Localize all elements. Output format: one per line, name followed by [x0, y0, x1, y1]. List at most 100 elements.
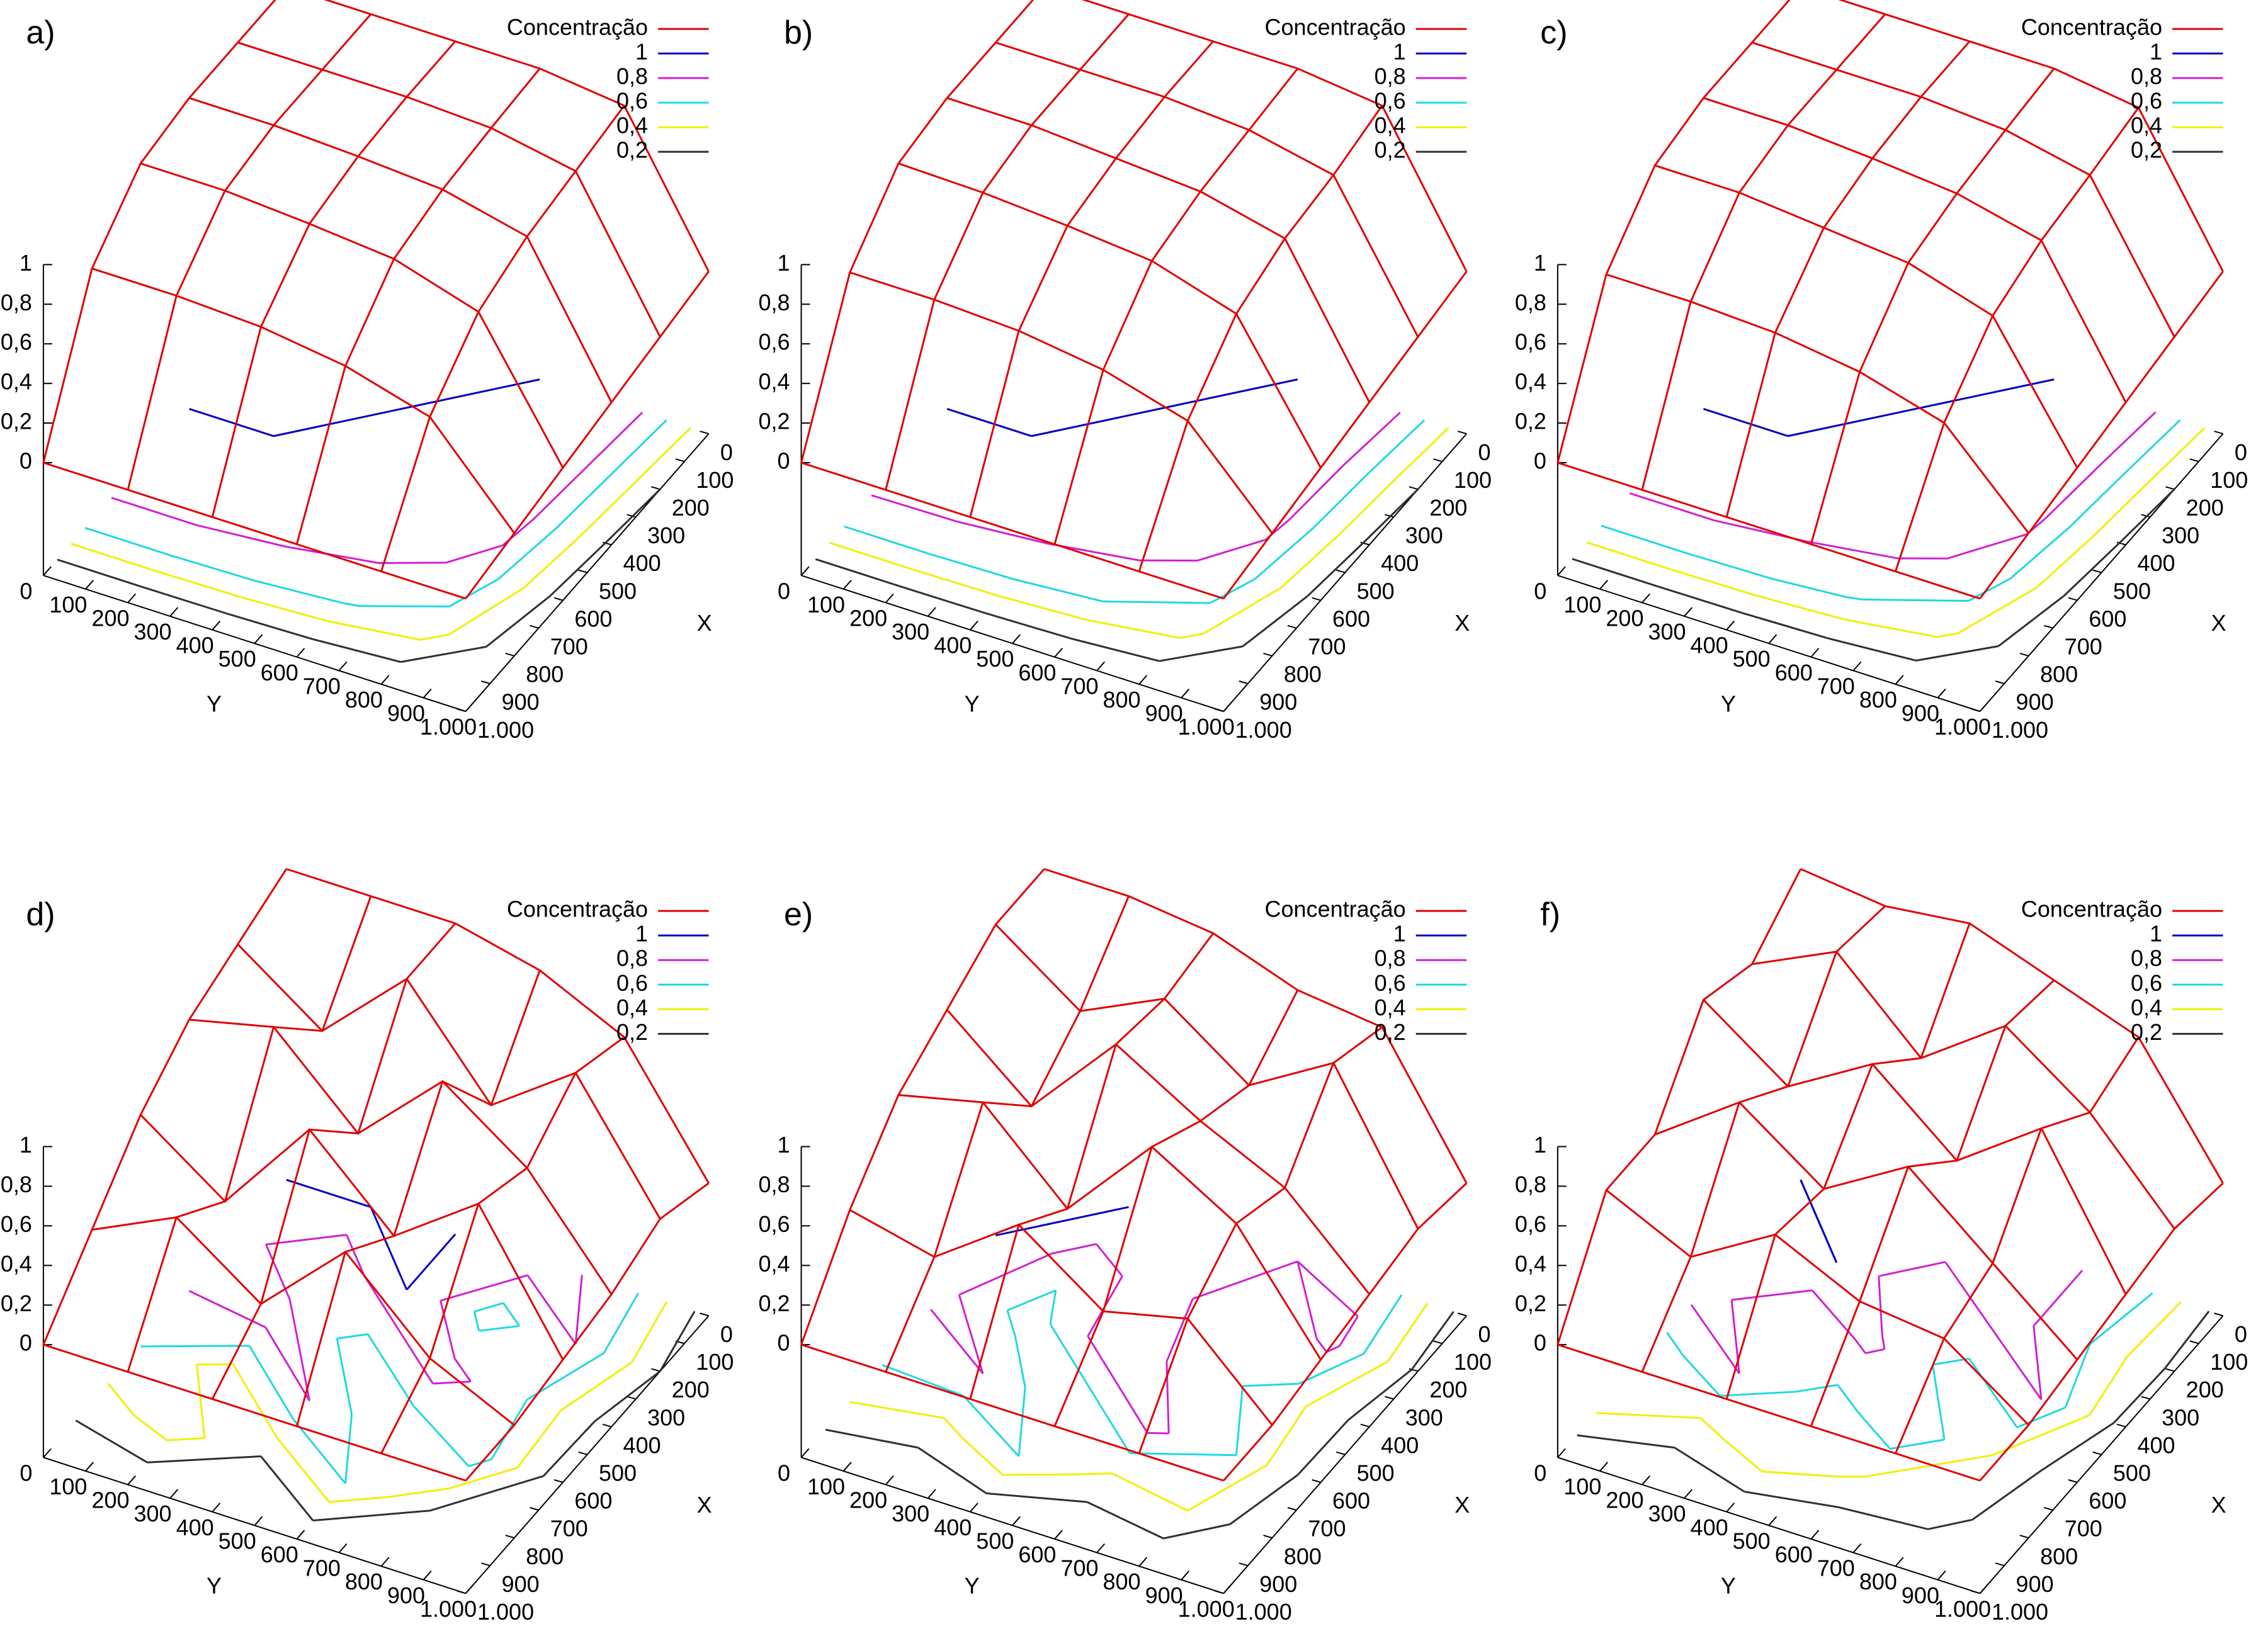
y-tick	[43, 1448, 52, 1458]
contour	[1315, 1338, 1328, 1353]
mesh-line	[324, 0, 710, 272]
contour	[587, 412, 644, 467]
x-tick	[2044, 1507, 2053, 1511]
y-tick	[1138, 675, 1148, 685]
mesh-line	[189, 1018, 613, 1295]
y-tick-label: 900	[387, 701, 425, 726]
y-tick	[1054, 648, 1063, 658]
x-tick	[675, 458, 685, 463]
x-tick	[1457, 1312, 1467, 1317]
mesh-line	[1810, 67, 2055, 544]
x-tick-label: 200	[672, 495, 710, 521]
y-tick	[885, 593, 894, 604]
panel-label: c)	[1540, 14, 1567, 51]
contour	[1984, 1380, 2018, 1428]
contour	[345, 1234, 366, 1277]
x-tick-label: 1.000	[1992, 1599, 2048, 1625]
contour	[71, 543, 156, 572]
contour	[169, 554, 256, 582]
contour	[386, 1311, 422, 1367]
x-tick	[1360, 1423, 1370, 1428]
contour	[2126, 1301, 2182, 1357]
contour	[1049, 1323, 1086, 1382]
y-axis-title: Y	[965, 1573, 980, 1599]
y-tick-label: 0	[778, 578, 790, 604]
contour	[141, 585, 227, 615]
y-tick	[885, 1475, 894, 1486]
y-axis	[43, 575, 466, 713]
x-tick	[2141, 514, 2150, 518]
y-tick	[1223, 702, 1232, 712]
mesh-line	[1223, 271, 1468, 599]
contour	[226, 612, 313, 640]
y-tick	[169, 607, 179, 617]
x-tick	[1239, 680, 1249, 684]
contour	[1164, 378, 1298, 409]
y-tick-label: 900	[387, 1582, 425, 1608]
y-tick-label: 300	[1648, 619, 1686, 645]
y-tick	[1138, 1557, 1148, 1567]
mesh-line	[465, 1182, 710, 1482]
contour	[930, 1309, 984, 1375]
mesh-line	[801, 461, 1224, 600]
y-tick-label: 0	[1534, 1460, 1546, 1486]
contour	[2089, 1292, 2153, 1345]
contour	[1812, 1289, 1856, 1341]
contour	[542, 1421, 596, 1477]
y-tick-label: 300	[134, 1501, 172, 1526]
x-tick	[2044, 624, 2053, 629]
contour	[344, 1414, 353, 1484]
x-tick	[2116, 1423, 2126, 1428]
contour	[1845, 595, 1862, 601]
contour	[943, 1417, 963, 1439]
x-tick-label: 700	[550, 633, 588, 659]
contour	[986, 1492, 1087, 1503]
y-tick	[970, 1503, 978, 1513]
contour	[1229, 1474, 1298, 1525]
mesh-line	[1752, 951, 2175, 1229]
contour	[849, 1401, 944, 1419]
y-tick	[927, 1489, 936, 1499]
contour	[1861, 598, 1969, 602]
contour	[1927, 1518, 1973, 1530]
mesh-line	[188, 97, 613, 403]
x-tick	[2068, 597, 2078, 601]
mesh-line	[237, 944, 661, 1220]
contour	[378, 1351, 414, 1407]
x-tick-label: 900	[502, 689, 540, 715]
contour	[917, 1447, 987, 1494]
contour	[429, 1475, 544, 1512]
legend-label: 0,6	[1375, 970, 1406, 996]
mesh-line	[1654, 1101, 2078, 1360]
contour	[1881, 1334, 1886, 1350]
contour	[1111, 1472, 1188, 1512]
contour	[556, 473, 613, 528]
x-tick-label: 500	[1357, 578, 1395, 604]
legend-label: 1	[2150, 921, 2162, 947]
y-tick-label: 400	[176, 633, 214, 658]
legend-label: 0,6	[616, 970, 648, 996]
contour	[1804, 539, 1898, 560]
mesh-line	[140, 162, 564, 468]
panel-label: e)	[784, 896, 813, 933]
x-tick-label: 600	[1332, 606, 1370, 631]
contour	[2009, 526, 2071, 580]
mesh-line	[43, 461, 467, 600]
x-tick	[480, 680, 490, 684]
contour	[1254, 526, 1315, 580]
x-tick-label: 100	[2210, 1349, 2248, 1375]
y-axis	[801, 1457, 1224, 1594]
mesh-line	[295, 970, 541, 1427]
legend-label: 0,2	[616, 137, 648, 163]
x-tick-label: 0	[2235, 1321, 2247, 1347]
y-axis-title: Y	[965, 691, 980, 716]
contour	[1147, 1432, 1169, 1435]
x-tick-label: 300	[1405, 522, 1443, 548]
x-tick-label: 500	[599, 578, 637, 604]
mesh-line	[1641, 905, 1886, 1372]
y-tick-label: 500	[218, 646, 256, 672]
y-tick-label: 600	[1775, 1542, 1813, 1567]
y-tick-label: 1.000	[1178, 1596, 1235, 1622]
mesh-line	[91, 1216, 515, 1426]
contour	[1839, 1506, 1929, 1530]
